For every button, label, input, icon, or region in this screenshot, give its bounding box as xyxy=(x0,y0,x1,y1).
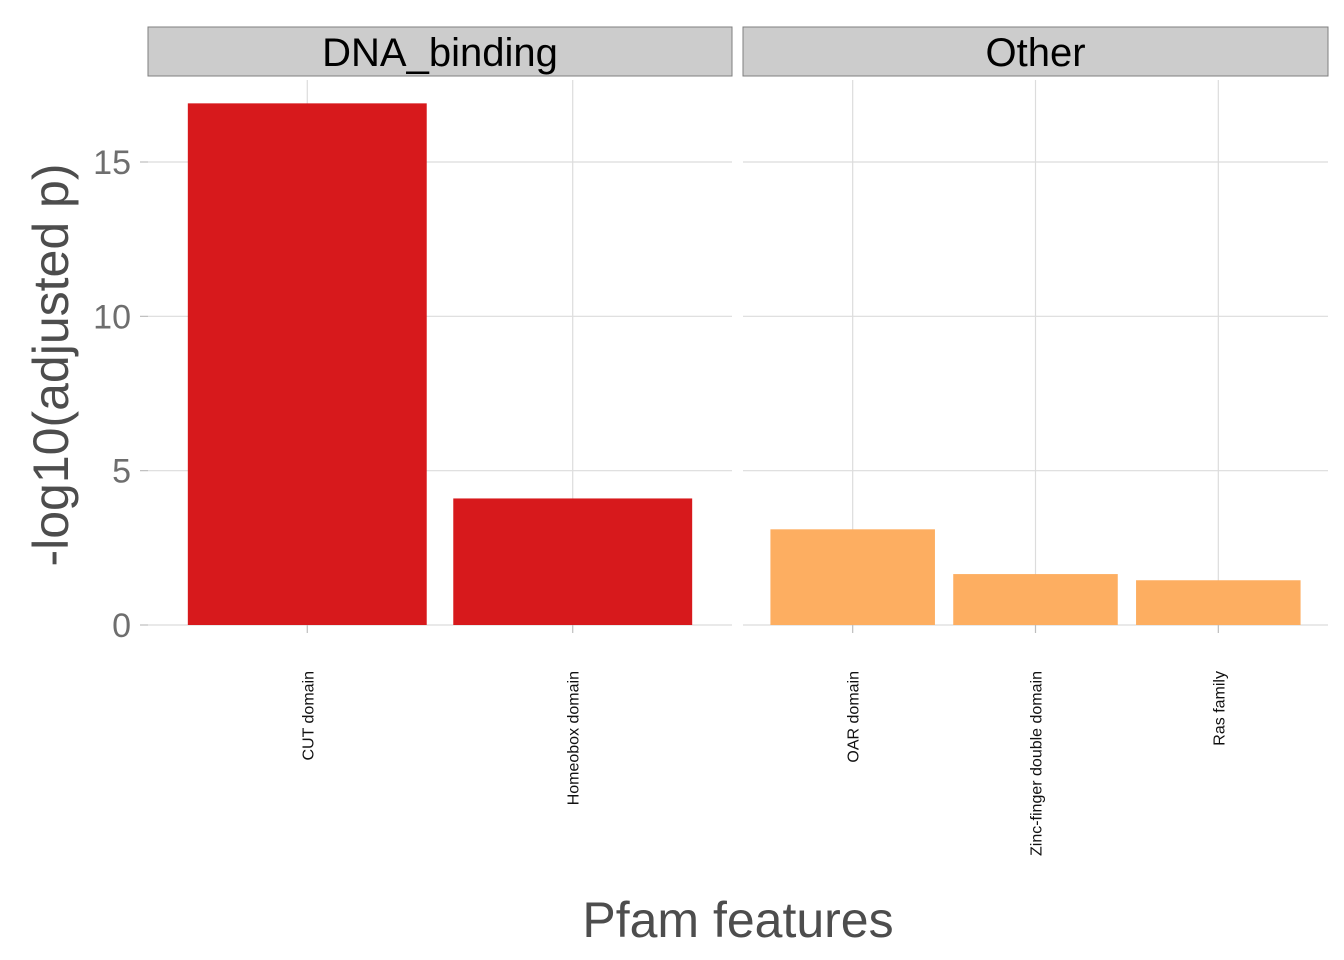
y-tick-label: 0 xyxy=(112,607,131,645)
x-tick-label: Ras family xyxy=(1211,671,1228,746)
facet-strip-label: Other xyxy=(985,31,1085,75)
bar xyxy=(187,103,427,625)
y-tick-label: 10 xyxy=(93,298,131,336)
facet-strips: DNA_binding Other xyxy=(147,26,1329,77)
bar xyxy=(1136,580,1301,625)
x-axis-title: Pfam features xyxy=(582,892,893,948)
facet-strip-bg xyxy=(147,26,733,77)
bar xyxy=(770,529,935,625)
y-tick-label: 15 xyxy=(93,144,131,182)
y-axis-title: -log10(adjusted p) xyxy=(23,163,79,566)
facet-strip-label: DNA_binding xyxy=(322,31,558,75)
x-tick-label: OAR domain xyxy=(846,671,863,763)
x-tick-label: Zinc-finger double domain xyxy=(1029,671,1046,856)
x-tick-label: Homeobox domain xyxy=(566,671,583,805)
x-axis-ticks: CUT domain Homeobox domain OAR domain Zinc-… xyxy=(300,625,1228,856)
y-axis-ticks: 0 5 10 15 xyxy=(93,144,148,645)
bar xyxy=(453,498,693,625)
x-tick-label: CUT domain xyxy=(300,671,317,761)
bars xyxy=(187,103,1301,625)
y-tick-label: 5 xyxy=(112,453,131,491)
bar xyxy=(953,574,1118,625)
facet-strip-bg xyxy=(742,26,1329,77)
